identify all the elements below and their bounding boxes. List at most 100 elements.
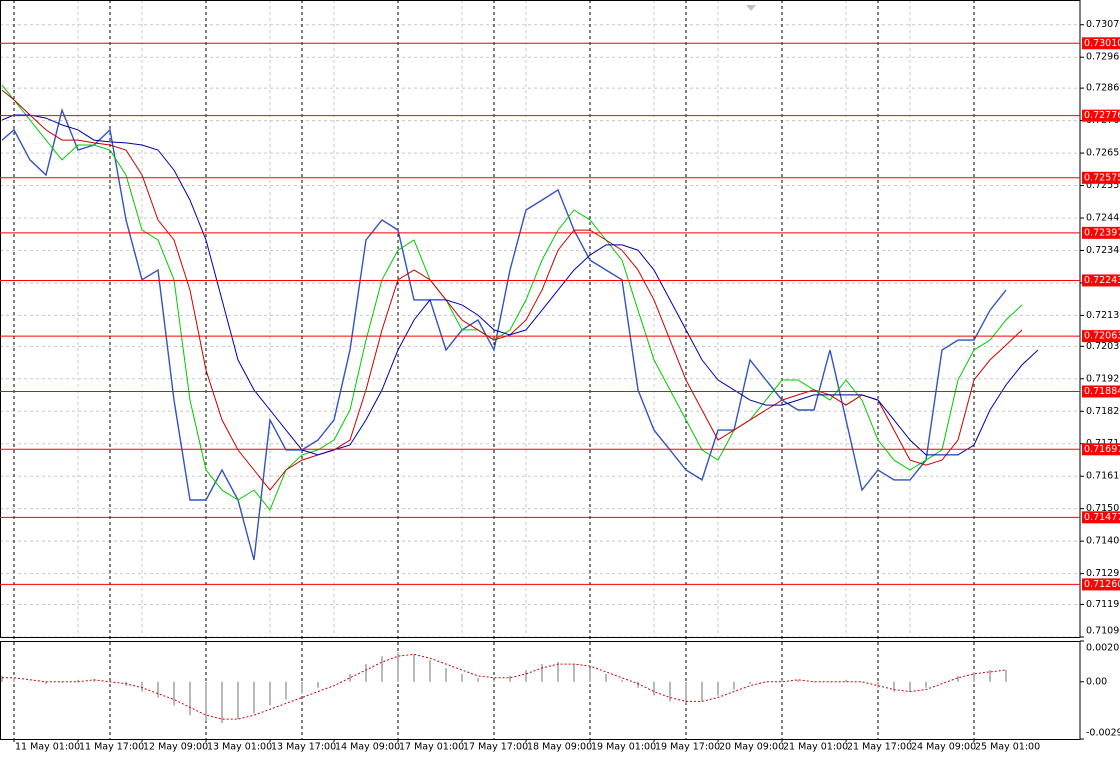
histogram-bar: [413, 654, 415, 682]
histogram-bar: [685, 681, 687, 704]
histogram-bar: [653, 681, 655, 696]
level-label: 0.71697: [1084, 444, 1120, 455]
histogram-bar: [669, 681, 671, 702]
level-label-box: [1082, 37, 1120, 50]
level-label: 0.71884: [1084, 386, 1120, 397]
histogram-bar: [749, 681, 751, 684]
histogram-bar: [461, 673, 463, 682]
y-tick-label: 0.00: [1086, 676, 1107, 687]
histogram-bar: [429, 660, 431, 682]
y-tick-label: 0.71925: [1086, 373, 1120, 384]
x-tick-label: 13 May 01:00: [207, 742, 272, 753]
histogram-bar: [93, 679, 95, 682]
level-label: 0.72575: [1084, 172, 1120, 183]
histogram-bar: [941, 681, 943, 683]
histogram-bar: [301, 681, 303, 694]
x-tick-label: 11 May 01:00: [15, 742, 80, 753]
histogram-bar: [1005, 669, 1007, 682]
histogram-bar: [925, 681, 927, 688]
x-tick-label: 21 May 17:00: [847, 742, 912, 753]
level-label: 0.72776: [1084, 110, 1120, 121]
histogram-bar: [333, 681, 335, 683]
y-tick-label: 0.72655: [1086, 148, 1120, 159]
x-tick-label: 20 May 09:00: [719, 742, 784, 753]
histogram-bar: [845, 679, 847, 682]
histogram-bar: [45, 681, 47, 684]
histogram-bar: [861, 681, 863, 683]
histogram-bar: [813, 681, 815, 683]
level-label: 0.72397: [1084, 227, 1120, 238]
histogram-bar: [957, 675, 959, 682]
histogram-bar: [893, 681, 895, 692]
x-tick-label: 13 May 17:00: [271, 742, 336, 753]
histogram-bar: [381, 656, 383, 682]
x-tick-label: 24 May 09:00: [911, 742, 976, 753]
histogram-bar: [269, 681, 271, 706]
histogram-bar: [909, 681, 911, 692]
histogram-bar: [765, 681, 767, 683]
histogram-bar: [781, 679, 783, 682]
oscillator-frame: [0, 641, 1081, 740]
histogram-bar: [701, 681, 703, 702]
y-tick-label: 0.72445: [1086, 213, 1120, 224]
histogram-bar: [797, 679, 799, 682]
histogram-bar: [141, 681, 143, 692]
level-label-box: [1082, 443, 1120, 456]
histogram-bar: [365, 664, 367, 682]
histogram-bar: [493, 679, 495, 682]
x-tick-label: 19 May 17:00: [655, 742, 720, 753]
y-tick-label: 0.71195: [1086, 599, 1120, 610]
histogram-bar: [445, 668, 447, 682]
x-tick-label: 18 May 09:00: [527, 742, 592, 753]
price-line: [1, 107, 1007, 561]
x-tick-label: 11 May 17:00: [79, 742, 144, 753]
x-tick-label: 17 May 01:00: [399, 742, 464, 753]
level-label: 0.72063: [1084, 331, 1120, 342]
level-label-box: [1082, 171, 1120, 184]
x-tick-label: 21 May 01:00: [783, 742, 848, 753]
histogram-bar: [733, 681, 735, 690]
y-tick-label: 0.002074: [1086, 643, 1120, 654]
histogram-bar: [877, 681, 879, 688]
histogram-bar: [77, 679, 79, 682]
histogram-bar: [317, 681, 319, 688]
histogram-bar: [509, 675, 511, 682]
y-tick-label: 0.71505: [1086, 503, 1120, 514]
histogram-bar: [397, 652, 399, 682]
y-tick-label: 0.72965: [1086, 52, 1120, 63]
histogram-bar: [717, 681, 719, 696]
histogram-bar: [557, 662, 559, 682]
histogram-bar: [29, 681, 31, 683]
x-tick-label: 25 May 01:00: [975, 742, 1040, 753]
histogram-bar: [589, 668, 591, 682]
level-label-box: [1082, 578, 1120, 591]
level-label: 0.72243: [1084, 275, 1120, 286]
histogram-bar: [973, 671, 975, 682]
scroll-marker: [746, 5, 756, 11]
x-tick-label: 17 May 17:00: [463, 742, 528, 753]
level-label: 0.71260: [1084, 579, 1120, 590]
histogram-bar: [829, 681, 831, 683]
level-label: 0.71477: [1084, 512, 1120, 523]
histogram-bar: [605, 673, 607, 682]
level-label-box: [1082, 274, 1120, 287]
histogram-bar: [13, 677, 15, 682]
histogram-bar: [349, 673, 351, 682]
histogram-bar: [237, 681, 239, 720]
y-tick-label: 0.72865: [1086, 83, 1120, 94]
histogram-bar: [541, 664, 543, 682]
histogram-bar: [637, 681, 639, 688]
histogram-bar: [573, 664, 575, 682]
